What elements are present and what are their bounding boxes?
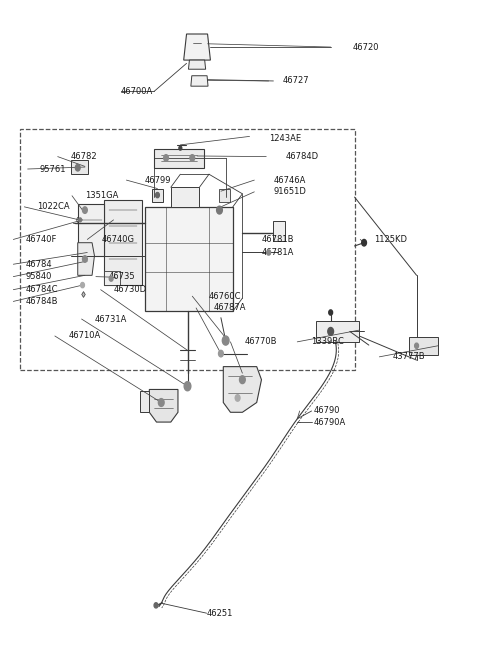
Polygon shape (171, 187, 199, 207)
Text: 46251: 46251 (206, 608, 233, 618)
Text: 1125KD: 1125KD (373, 235, 407, 244)
Text: 46746A: 46746A (274, 176, 306, 185)
Text: 1022CA: 1022CA (37, 202, 70, 212)
Polygon shape (223, 367, 262, 412)
Text: 46784: 46784 (25, 260, 52, 269)
Text: 1351GA: 1351GA (85, 191, 118, 200)
Text: 46770B: 46770B (245, 337, 277, 346)
Text: 91651D: 91651D (274, 187, 306, 196)
Polygon shape (184, 34, 210, 60)
Circle shape (184, 382, 191, 391)
Circle shape (235, 395, 240, 402)
Circle shape (164, 155, 168, 161)
Circle shape (222, 336, 229, 345)
Circle shape (218, 350, 223, 357)
Text: 95840: 95840 (25, 272, 52, 281)
Circle shape (81, 282, 84, 288)
Polygon shape (218, 189, 230, 202)
Text: 1339BC: 1339BC (312, 337, 345, 346)
Circle shape (109, 276, 113, 281)
Polygon shape (409, 337, 438, 355)
Text: 46784B: 46784B (25, 297, 58, 306)
Text: 95761: 95761 (39, 164, 66, 174)
Text: 46720: 46720 (352, 43, 379, 52)
Bar (21, 128, 355, 370)
Text: 46710A: 46710A (68, 331, 100, 341)
Text: 43777B: 43777B (393, 352, 425, 362)
Polygon shape (104, 200, 142, 285)
Text: 46784C: 46784C (25, 285, 58, 294)
Text: 46760C: 46760C (209, 291, 241, 301)
Polygon shape (144, 207, 233, 311)
Text: 46731A: 46731A (95, 314, 127, 324)
Polygon shape (71, 160, 88, 174)
Polygon shape (140, 391, 149, 412)
Text: 46730D: 46730D (114, 285, 147, 294)
Text: 1243AE: 1243AE (269, 134, 301, 143)
Circle shape (216, 206, 222, 214)
Text: 46740F: 46740F (25, 235, 57, 244)
Circle shape (156, 193, 159, 198)
Polygon shape (191, 76, 208, 86)
Polygon shape (154, 149, 204, 168)
Text: 46781B: 46781B (262, 235, 294, 244)
Circle shape (415, 343, 419, 348)
Polygon shape (78, 243, 95, 275)
Polygon shape (149, 390, 178, 422)
Circle shape (328, 328, 334, 335)
Circle shape (329, 310, 333, 315)
Text: 46787A: 46787A (214, 303, 246, 312)
Text: 46781A: 46781A (262, 248, 294, 257)
Text: 46700A: 46700A (120, 87, 153, 96)
Circle shape (179, 146, 182, 150)
Text: 46790A: 46790A (314, 418, 346, 426)
Circle shape (79, 218, 82, 222)
Polygon shape (189, 60, 205, 69)
Circle shape (83, 255, 87, 262)
Polygon shape (104, 271, 120, 285)
Polygon shape (78, 204, 104, 255)
Text: 46799: 46799 (144, 176, 171, 185)
Polygon shape (316, 321, 360, 342)
Circle shape (158, 399, 164, 406)
Text: 46727: 46727 (283, 77, 310, 85)
Text: 46784D: 46784D (285, 152, 318, 161)
Circle shape (267, 250, 271, 255)
Circle shape (362, 240, 366, 246)
Text: 46740G: 46740G (102, 235, 134, 244)
Circle shape (190, 155, 195, 161)
Circle shape (83, 207, 87, 214)
Circle shape (154, 603, 158, 608)
Text: 46735: 46735 (109, 272, 135, 281)
Circle shape (75, 164, 80, 171)
Polygon shape (152, 189, 163, 202)
Text: 46782: 46782 (71, 152, 97, 161)
Polygon shape (274, 221, 285, 241)
Circle shape (240, 376, 245, 384)
Text: 46790: 46790 (314, 407, 340, 415)
